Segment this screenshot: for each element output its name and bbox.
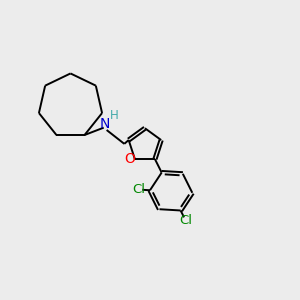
Text: Cl: Cl: [179, 214, 192, 227]
Text: Cl: Cl: [132, 183, 145, 196]
Text: H: H: [110, 109, 118, 122]
Text: O: O: [124, 152, 135, 166]
Text: N: N: [100, 117, 110, 131]
